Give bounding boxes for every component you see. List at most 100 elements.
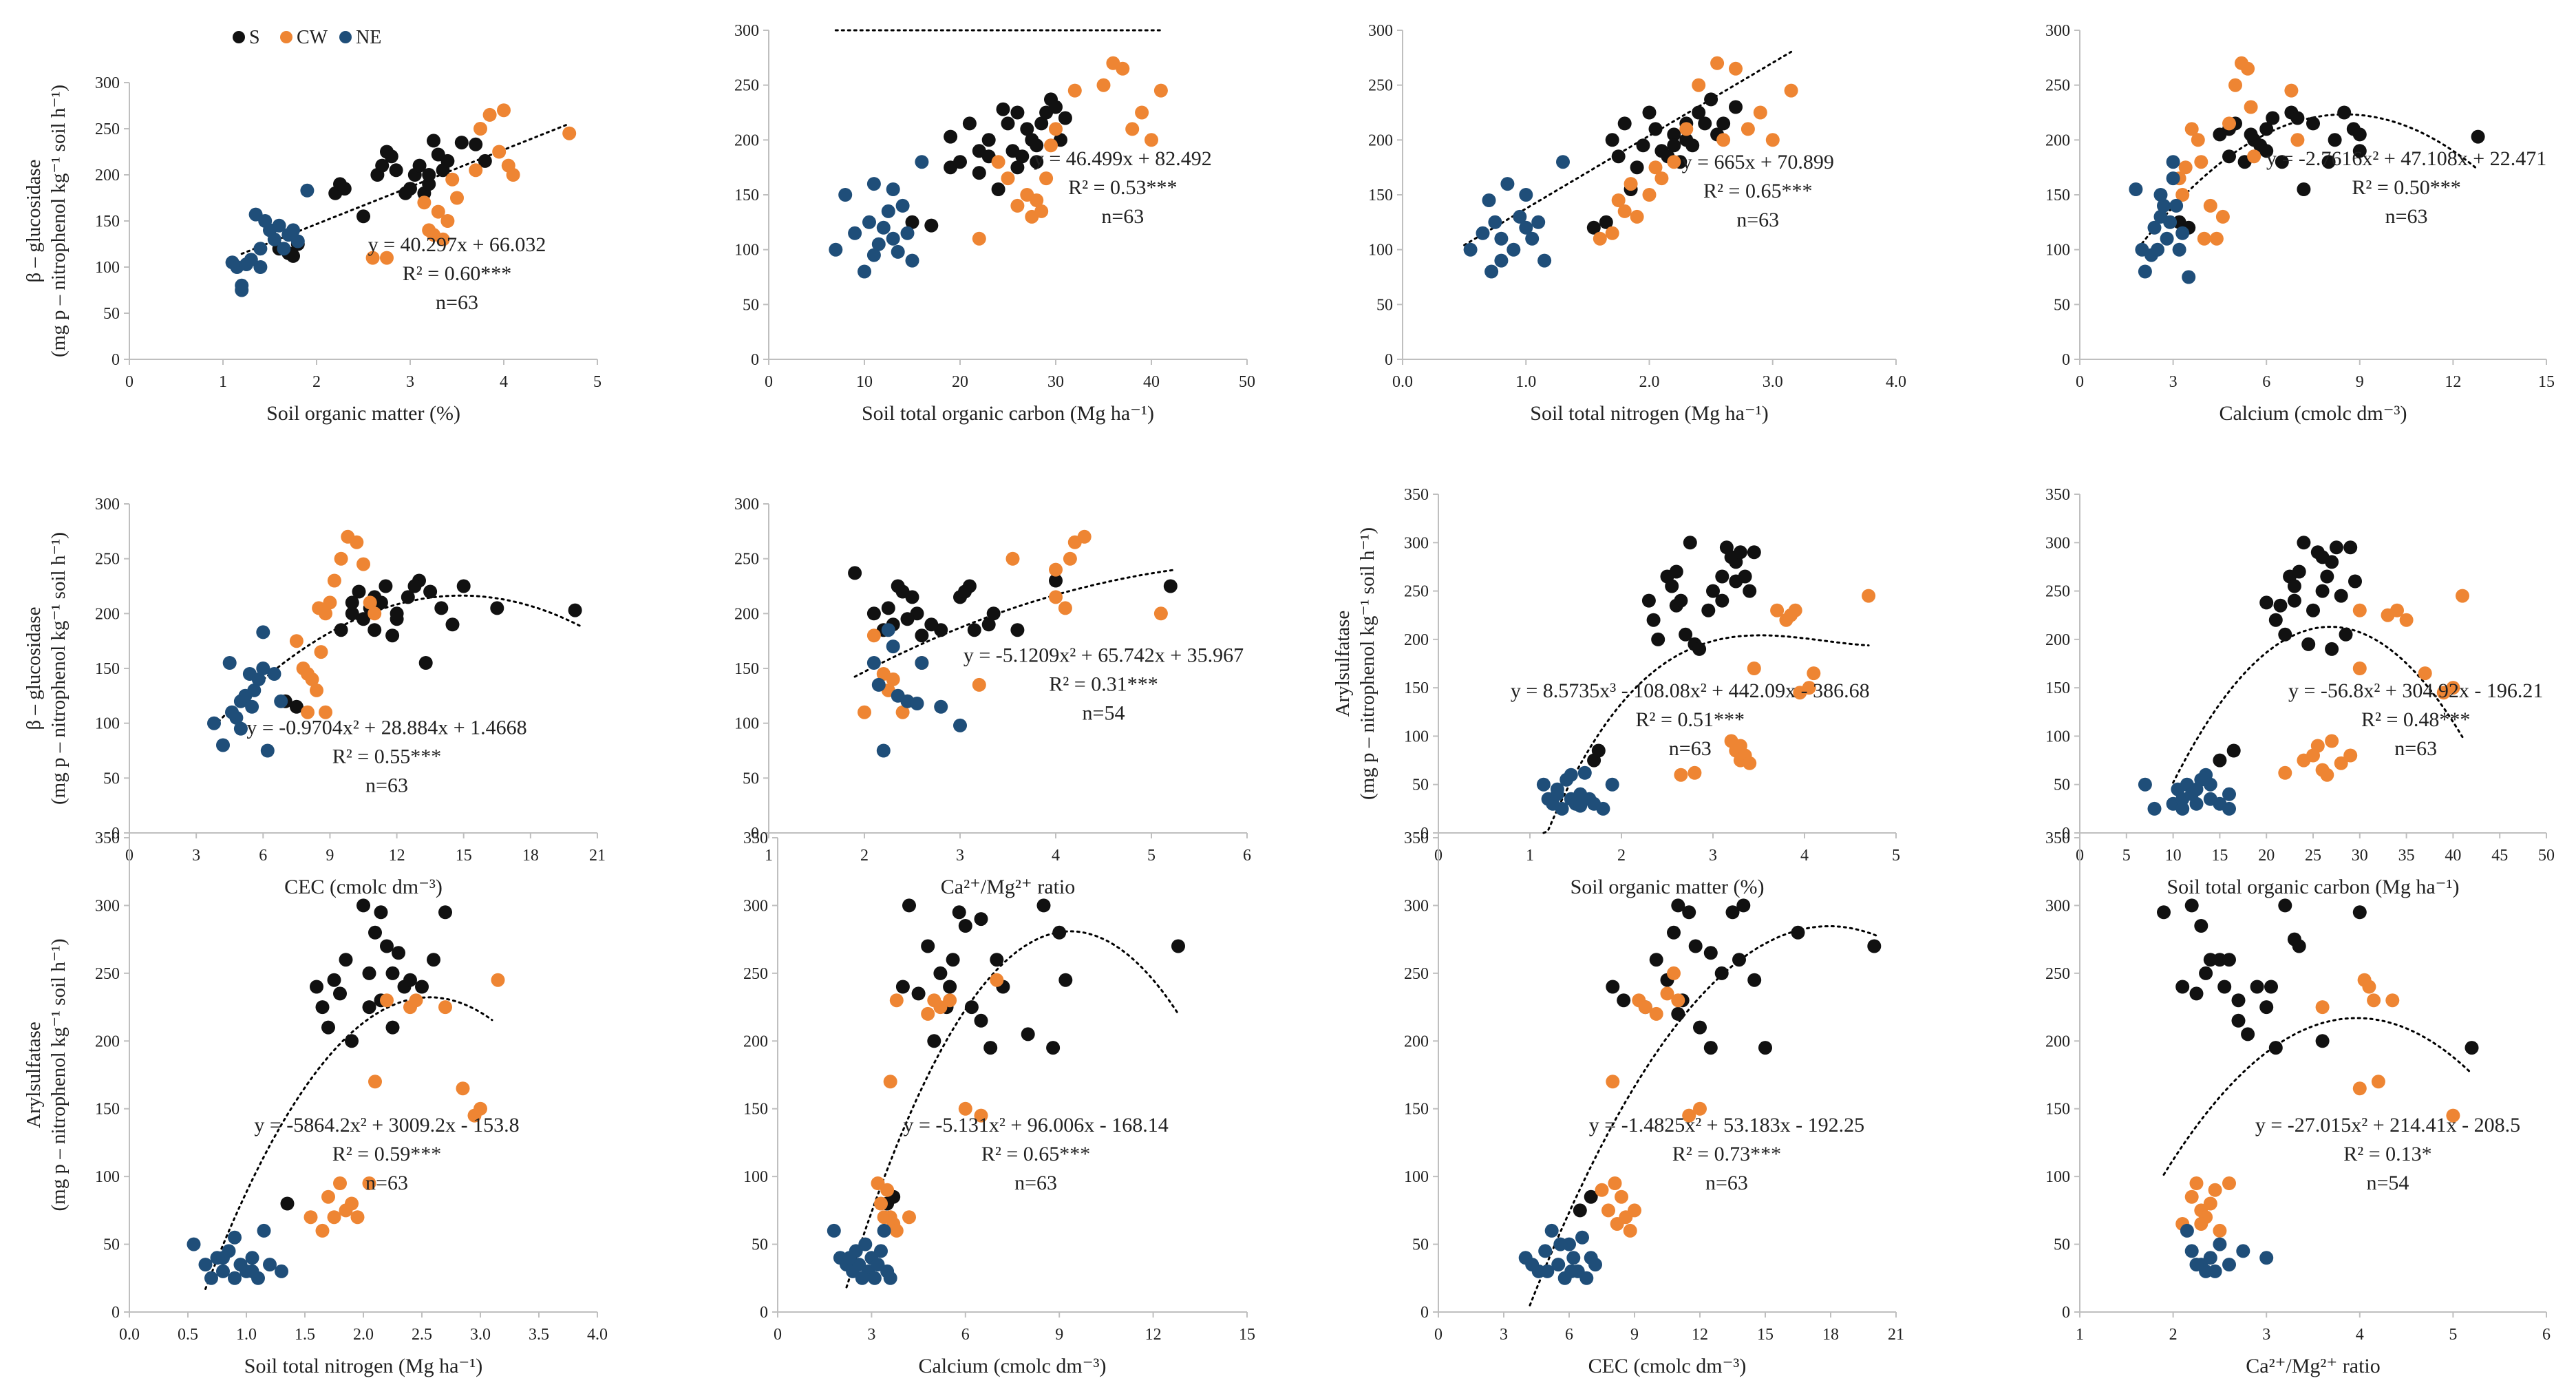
data-point xyxy=(454,136,469,150)
y-tick-label: 250 xyxy=(95,965,120,983)
data-point xyxy=(2241,1027,2255,1041)
data-point xyxy=(952,905,966,920)
data-point xyxy=(345,595,359,610)
data-point xyxy=(986,606,1001,621)
x-tick-label: 1 xyxy=(2076,1326,2084,1344)
data-point xyxy=(1544,1223,1559,1238)
data-point xyxy=(2180,1223,2194,1238)
x-tick-label: 6 xyxy=(1565,1326,1573,1344)
equation-line: n=63 xyxy=(365,774,408,797)
data-point xyxy=(2329,540,2343,555)
series-CW xyxy=(1593,56,1798,246)
data-point xyxy=(438,1000,452,1015)
data-point xyxy=(2259,1251,2274,1265)
data-point xyxy=(889,1223,904,1238)
data-point xyxy=(1005,551,1020,566)
data-point xyxy=(2147,801,2162,816)
data-point xyxy=(2231,993,2246,1008)
data-point xyxy=(1716,116,1731,131)
legend-label-CW: CW xyxy=(297,27,328,48)
data-point xyxy=(1537,253,1552,268)
panel-a1: 0 50 100 150 200 250 300 0 1 2 3 4 5 Soil organic mat… xyxy=(23,74,602,425)
series-CW xyxy=(304,973,505,1238)
y-tick-label: 50 xyxy=(743,296,759,314)
data-point xyxy=(2315,584,2330,598)
x-tick-label: 0 xyxy=(125,373,134,391)
data-point xyxy=(1052,925,1067,940)
data-point xyxy=(1642,105,1657,120)
data-point xyxy=(345,1196,359,1211)
y-tick-label: 300 xyxy=(1368,22,1393,40)
data-point xyxy=(1519,188,1533,202)
data-point xyxy=(881,623,895,637)
data-point xyxy=(222,656,237,670)
data-point xyxy=(2208,1264,2222,1278)
data-point xyxy=(1715,569,1729,584)
data-point xyxy=(350,1210,365,1225)
data-point xyxy=(866,177,881,191)
equation-line: R² = 0.53*** xyxy=(1068,176,1177,199)
data-point xyxy=(2215,209,2230,224)
x-tick-label: 0.0 xyxy=(119,1326,140,1344)
x-tick-label: 20 xyxy=(2258,847,2275,865)
data-point xyxy=(2315,1034,2330,1048)
data-point xyxy=(881,204,895,218)
data-point xyxy=(962,116,977,131)
data-point xyxy=(286,223,300,237)
data-point xyxy=(334,551,348,566)
y-tick-label: 150 xyxy=(734,187,759,204)
data-point xyxy=(2385,993,2400,1008)
equation-line: R² = 0.65*** xyxy=(981,1143,1090,1165)
x-tick-label: 4 xyxy=(500,373,508,391)
data-point xyxy=(228,1271,242,1285)
data-point xyxy=(2306,116,2320,131)
data-point xyxy=(2197,231,2211,246)
data-point xyxy=(350,535,364,549)
data-point xyxy=(881,601,895,615)
series-NE xyxy=(2138,768,2236,816)
data-point xyxy=(445,617,460,632)
x-tick-label: 3.0 xyxy=(1763,373,1783,391)
data-point xyxy=(900,226,915,240)
data-point xyxy=(362,1176,376,1190)
data-point xyxy=(562,126,577,140)
data-point xyxy=(2189,796,2204,811)
data-point xyxy=(866,606,881,621)
data-point xyxy=(1049,122,1063,136)
data-point xyxy=(368,1075,382,1089)
data-point xyxy=(409,993,423,1008)
data-point xyxy=(253,260,268,274)
data-point xyxy=(1714,966,1729,980)
data-point xyxy=(1601,1203,1615,1218)
data-point xyxy=(1651,632,1665,646)
data-point xyxy=(910,697,924,710)
series-NE xyxy=(827,1223,897,1285)
x-tick-label: 21 xyxy=(1888,1326,1904,1344)
data-point xyxy=(385,966,400,980)
legend-marker-S xyxy=(233,31,245,43)
data-point xyxy=(2226,743,2241,758)
data-point xyxy=(2222,787,2236,801)
data-point xyxy=(974,1013,988,1028)
data-point xyxy=(1476,226,1490,240)
data-point xyxy=(944,160,958,175)
y-tick-label: 150 xyxy=(1404,1101,1429,1119)
data-point xyxy=(244,253,258,267)
data-point xyxy=(469,163,483,178)
data-point xyxy=(1135,105,1149,120)
equation-line: R² = 0.48*** xyxy=(2361,708,2470,731)
data-point xyxy=(267,667,281,681)
data-point xyxy=(1667,925,1681,940)
data-point xyxy=(2250,980,2264,994)
data-point xyxy=(407,579,422,593)
data-point xyxy=(2189,986,2204,1001)
data-point xyxy=(327,973,341,987)
equation-line: n=63 xyxy=(2394,737,2437,760)
data-point xyxy=(375,158,390,173)
data-point xyxy=(1588,1258,1602,1272)
data-point xyxy=(991,155,1005,169)
x-tick-label: 1.0 xyxy=(1515,373,1536,391)
panel-b3: 050100150200250300350012345Soil organic … xyxy=(1332,486,1900,898)
data-point xyxy=(877,1223,891,1238)
